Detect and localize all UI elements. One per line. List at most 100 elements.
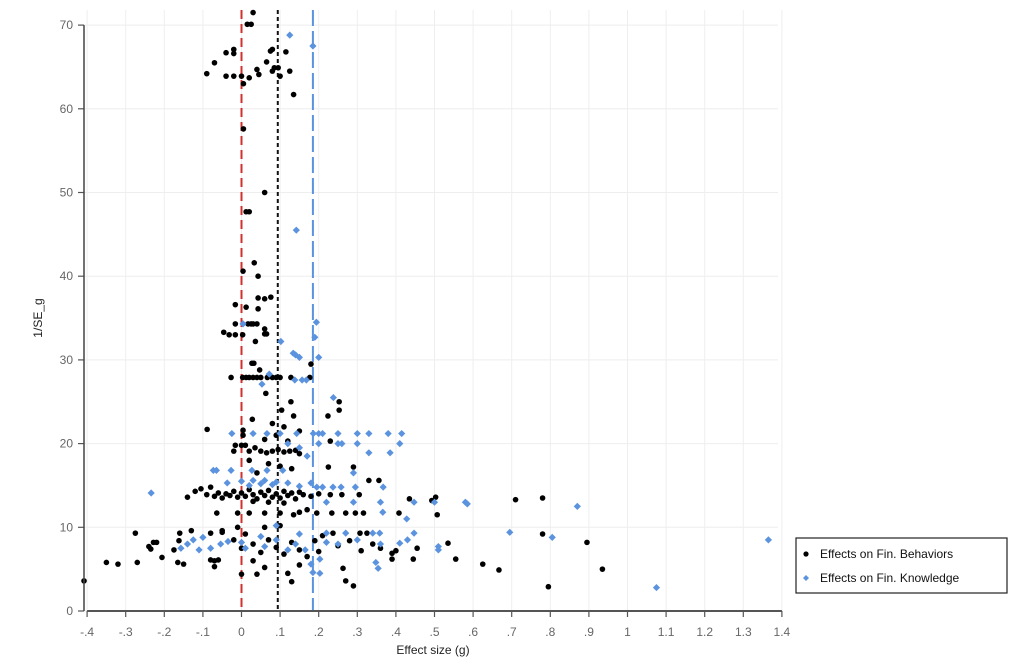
data-point-behavior (258, 549, 264, 556)
data-point-behavior (252, 338, 259, 345)
data-point-behavior (250, 9, 256, 16)
data-point-knowledge (261, 542, 269, 551)
data-point-behavior (275, 64, 281, 71)
data-point-behavior (265, 487, 272, 494)
data-point-behavior (265, 537, 272, 543)
data-point-behavior (261, 189, 268, 196)
data-point-behavior (250, 498, 256, 505)
data-point-behavior (246, 374, 253, 381)
x-tick-label: -.1 (196, 625, 210, 639)
data-point-behavior (296, 562, 303, 568)
data-point-behavior (360, 510, 367, 516)
y-tick-label: 30 (60, 353, 74, 367)
data-point-behavior (336, 407, 342, 413)
data-point-behavior (211, 59, 218, 66)
data-point-behavior (211, 493, 218, 500)
data-point-knowledge (318, 483, 327, 491)
data-point-knowledge (301, 546, 309, 554)
legend-label-knowledge: Effects on Fin. Knowledge (820, 571, 960, 585)
data-point-behavior (358, 547, 364, 554)
data-point-behavior (366, 477, 372, 484)
data-point-behavior (315, 548, 322, 555)
data-point-behavior (325, 413, 331, 419)
data-point-knowledge (463, 500, 471, 508)
data-point-behavior (243, 304, 249, 310)
data-point-behavior (288, 490, 295, 496)
data-point-behavior (223, 73, 229, 79)
data-point-knowledge (396, 539, 404, 547)
data-point-knowledge (298, 376, 306, 384)
data-point-behavior (304, 506, 310, 513)
data-point-behavior (238, 442, 245, 449)
data-point-behavior (512, 496, 519, 503)
data-point-knowledge (272, 522, 280, 530)
data-point-behavior (242, 531, 249, 537)
data-point-behavior (234, 494, 241, 500)
data-point-behavior (327, 438, 334, 444)
data-point-knowledge (384, 429, 392, 438)
data-point-knowledge (353, 429, 361, 438)
data-point-behavior (376, 477, 382, 484)
data-point-knowledge (207, 544, 215, 552)
data-point-knowledge (506, 528, 514, 536)
data-point-behavior (277, 463, 283, 469)
data-point-behavior (223, 49, 229, 56)
data-point-behavior (352, 510, 359, 516)
y-tick-label: 60 (60, 102, 74, 116)
data-point-behavior (248, 21, 254, 28)
data-point-knowledge (199, 533, 207, 541)
data-point-behavior (240, 80, 247, 87)
data-point-knowledge (309, 429, 317, 438)
data-point-behavior (599, 566, 606, 572)
data-point-behavior (230, 73, 237, 79)
x-tick-label: .7 (507, 625, 517, 639)
data-point-knowledge (396, 440, 404, 448)
data-point-behavior (339, 491, 345, 498)
data-point-knowledge (224, 537, 232, 546)
data-point-behavior (250, 374, 256, 381)
data-point-behavior (207, 530, 214, 536)
data-point-behavior (234, 510, 241, 516)
data-point-behavior (192, 488, 198, 495)
data-point-knowledge (277, 337, 285, 346)
series-behaviors (81, 9, 606, 590)
data-point-knowledge (302, 376, 310, 384)
data-point-behavior (265, 460, 272, 467)
data-point-behavior (252, 444, 258, 451)
data-point-knowledge (223, 479, 231, 487)
data-point-behavior (219, 495, 225, 501)
data-point-behavior (238, 490, 245, 496)
data-point-knowledge (322, 529, 331, 537)
data-point-knowledge (313, 483, 321, 491)
axes: -.4 -.3 -.2 -.1 0 .1 .2 .3 .4 .5 .6 .7 .8 .9 1 1.1 1.2 1.… (60, 18, 791, 639)
data-point-behavior (286, 68, 293, 74)
data-point-behavior (238, 73, 245, 79)
data-point-behavior (203, 70, 210, 77)
data-point-knowledge (410, 498, 418, 506)
y-tick-label: 50 (60, 186, 74, 200)
data-point-knowledge (286, 31, 294, 39)
data-point-knowledge (369, 529, 377, 537)
data-point-behavior (215, 490, 222, 496)
data-point-knowledge (295, 482, 303, 490)
data-point-behavior (296, 450, 303, 457)
data-point-behavior (159, 554, 165, 561)
data-point-knowledge (374, 564, 382, 572)
data-point-behavior (232, 321, 239, 327)
data-point-behavior (356, 491, 363, 498)
data-point-behavior (239, 331, 246, 338)
data-point-knowledge (295, 353, 303, 361)
data-point-behavior (584, 539, 590, 546)
data-point-knowledge (315, 429, 323, 438)
data-point-behavior (357, 530, 363, 536)
data-point-behavior (230, 537, 237, 543)
data-point-knowledge (322, 498, 331, 506)
data-point-behavior (261, 510, 268, 516)
data-point-knowledge (237, 538, 246, 546)
data-point-behavior (290, 413, 297, 419)
legend-marker-behaviors (803, 551, 809, 557)
data-point-knowledge (342, 529, 350, 537)
data-point-behavior (288, 465, 295, 472)
data-point-behavior (203, 491, 210, 498)
data-point-behavior (246, 208, 253, 215)
